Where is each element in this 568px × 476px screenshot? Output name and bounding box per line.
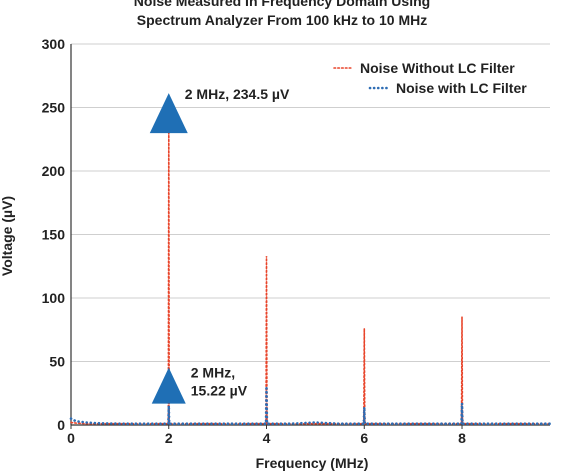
annotation-with-filter: 2 MHz, 15.22 µV [191,365,248,399]
peak-marker-with-filter [151,367,186,404]
series-with-lc-filter [69,388,552,426]
chart-title-line-1: Noise Measured In Frequency Domain Using [134,0,430,9]
annotation-without-filter: 2 MHz, 234.5 µV [185,86,290,102]
x-tick-label: 6 [360,430,368,446]
y-tick-label: 250 [42,100,66,116]
x-tick-label: 0 [67,430,75,446]
x-tick-label: 4 [263,430,271,446]
y-tick-label: 50 [49,354,65,370]
series-without-lc-filter [70,127,551,425]
gridlines [71,43,550,362]
y-tick-label: 0 [57,417,65,433]
x-axis-label: Frequency (MHz) [256,455,369,471]
y-tick-label: 150 [42,227,66,243]
annotations-layer: 2 MHz, 234.5 µV 2 MHz, 15.22 µV [149,86,290,404]
x-tick-label: 2 [165,430,173,446]
y-tick-label: 100 [42,290,66,306]
y-tick-label: 300 [42,36,66,52]
peak-marker-without-filter [149,93,188,134]
annotation-with-filter-line: 15.22 µV [191,383,248,399]
series-layer [69,127,552,426]
legend: Noise Without LC Filter Noise with LC Fil… [333,60,527,96]
x-tick-label: 8 [458,430,466,446]
legend-label-with-filter: Noise with LC Filter [396,80,527,96]
annotation-with-filter-line: 2 MHz, [191,365,235,381]
legend-label-without-filter: Noise Without LC Filter [360,60,515,76]
axes: 0 50 100 150 200 250 300 0 2 4 6 8 [42,36,550,446]
chart-title-line-2: Spectrum Analyzer From 100 kHz to 10 MHz [137,12,427,28]
y-tick-label: 200 [42,163,66,179]
chart-title: Noise Measured In Frequency Domain Using… [134,0,430,28]
y-axis-label: Voltage (µV) [0,196,15,276]
